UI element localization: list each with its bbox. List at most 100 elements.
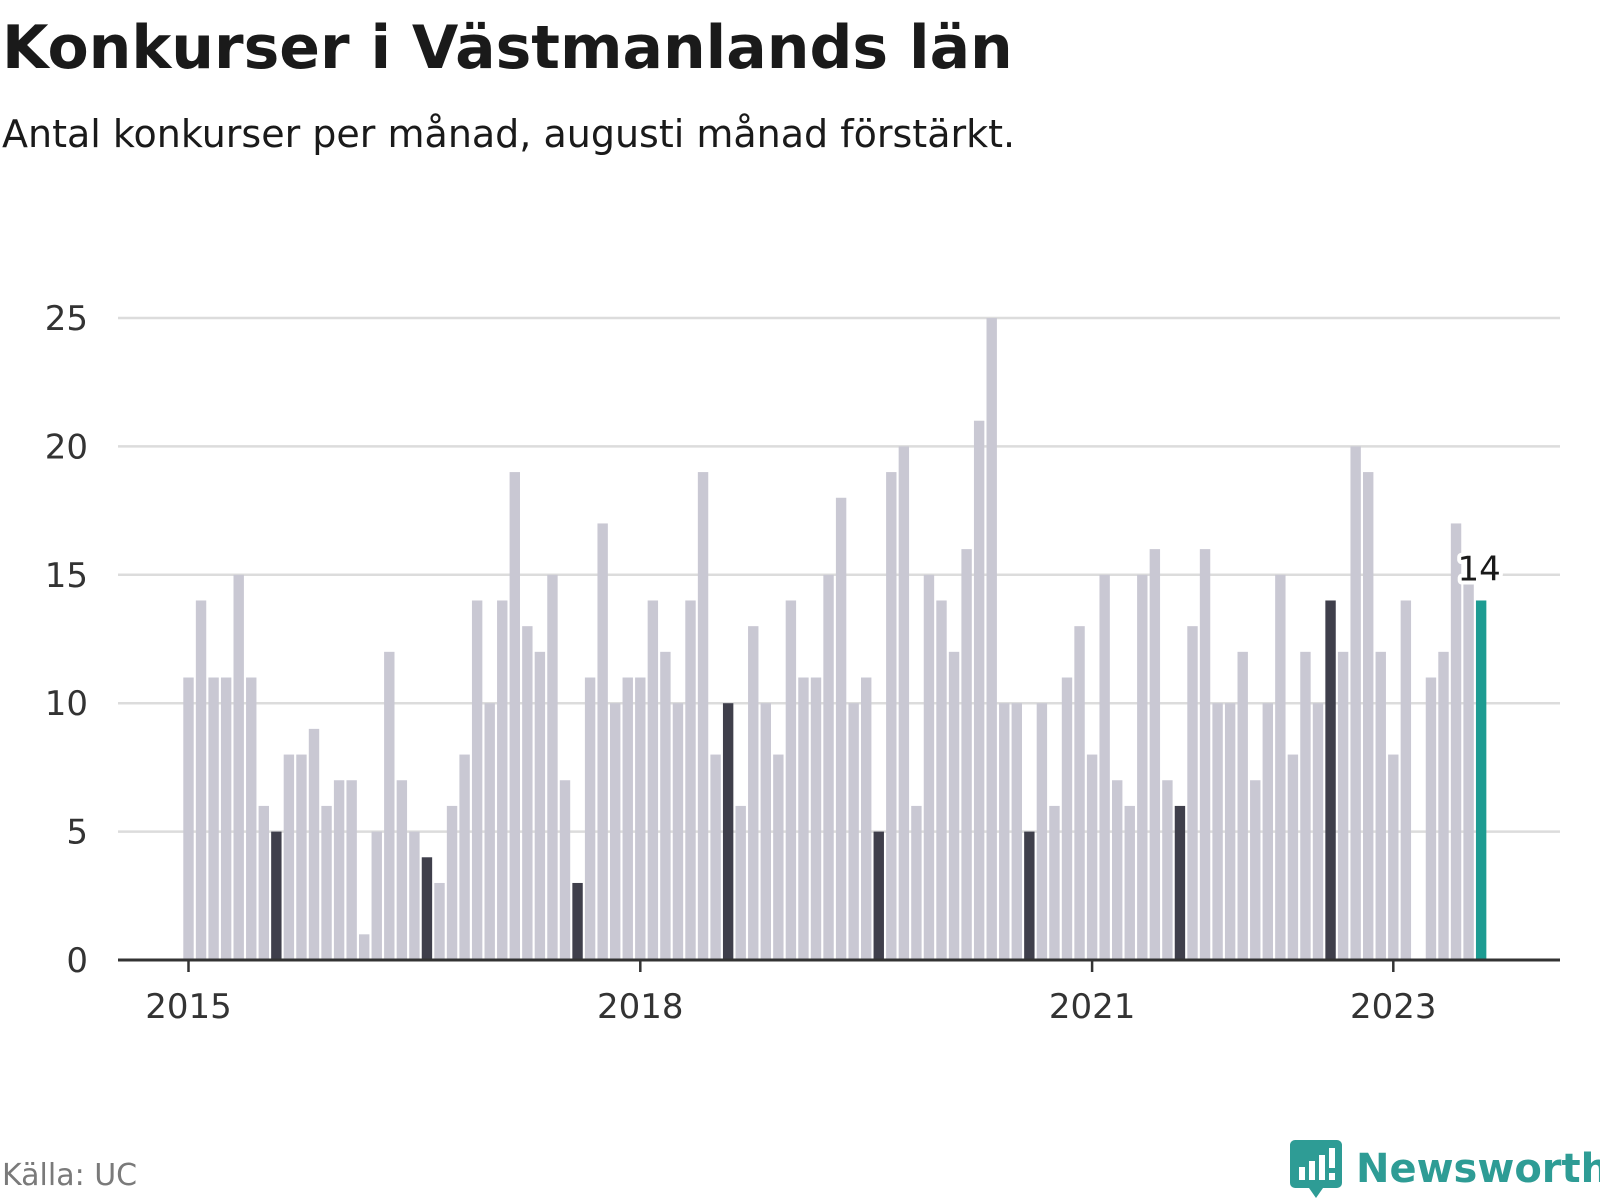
bar bbox=[396, 780, 408, 960]
x-tick-label: 2015 bbox=[145, 987, 232, 1027]
bar bbox=[1149, 549, 1161, 960]
bar bbox=[923, 574, 935, 960]
bar bbox=[1425, 677, 1437, 960]
bar bbox=[321, 805, 332, 960]
bar bbox=[1061, 677, 1073, 960]
bar bbox=[1262, 703, 1273, 960]
bar bbox=[710, 754, 721, 960]
x-axis-ticks: 2015 2018 2021 2023 bbox=[145, 960, 1437, 1027]
bar bbox=[1438, 651, 1449, 960]
bar bbox=[271, 831, 282, 960]
bar bbox=[446, 805, 458, 960]
bar bbox=[547, 574, 558, 960]
bar bbox=[773, 754, 784, 960]
bar bbox=[333, 780, 345, 960]
bar bbox=[534, 651, 546, 960]
bar bbox=[647, 600, 659, 960]
y-tick-label: 20 bbox=[45, 427, 88, 467]
bar bbox=[986, 318, 997, 960]
bar bbox=[1036, 703, 1048, 960]
bar bbox=[246, 677, 257, 960]
brand-logo: Newsworthy bbox=[1290, 1140, 1600, 1198]
bar bbox=[911, 805, 922, 960]
bar bbox=[861, 677, 872, 960]
bar bbox=[1275, 574, 1286, 960]
bar bbox=[823, 574, 834, 960]
bar bbox=[1199, 549, 1211, 960]
bar bbox=[584, 677, 596, 960]
bar bbox=[183, 677, 194, 960]
bar bbox=[1112, 780, 1123, 960]
bar bbox=[559, 780, 571, 960]
bar bbox=[471, 600, 483, 960]
bar bbox=[1011, 703, 1022, 960]
y-tick-label: 5 bbox=[66, 813, 88, 853]
bar bbox=[886, 472, 897, 960]
latest-value-label-halo: 14 bbox=[1458, 549, 1501, 589]
bar bbox=[973, 420, 985, 961]
y-axis-ticks: 0 5 10 15 20 25 bbox=[45, 299, 88, 981]
bar bbox=[735, 805, 746, 960]
bar bbox=[208, 677, 219, 960]
bar bbox=[509, 472, 520, 960]
bar bbox=[1287, 754, 1299, 960]
bar bbox=[660, 651, 671, 960]
bar bbox=[1300, 651, 1311, 960]
bar bbox=[785, 600, 797, 960]
brand-name: Newsworthy bbox=[1356, 1146, 1600, 1192]
bar bbox=[497, 600, 508, 960]
bar bbox=[1162, 780, 1173, 960]
bar bbox=[421, 857, 433, 960]
bar bbox=[961, 549, 972, 960]
bar bbox=[1388, 754, 1399, 960]
bar bbox=[685, 600, 696, 960]
bar bbox=[610, 703, 621, 960]
bar bbox=[484, 703, 495, 960]
bar bbox=[258, 805, 269, 960]
bar bbox=[672, 703, 684, 960]
bar bbox=[384, 651, 395, 960]
bar bbox=[220, 677, 232, 960]
bar bbox=[283, 754, 295, 960]
bar bbox=[346, 780, 357, 960]
bar bbox=[1450, 523, 1462, 960]
x-tick-label: 2018 bbox=[597, 987, 684, 1027]
bar bbox=[597, 523, 608, 960]
bar bbox=[748, 626, 759, 960]
latest-value-label: 14 bbox=[1458, 549, 1501, 589]
bar bbox=[1337, 651, 1349, 960]
y-tick-label: 15 bbox=[45, 556, 88, 596]
bar bbox=[873, 831, 884, 960]
bar bbox=[195, 600, 207, 960]
bar bbox=[1086, 754, 1098, 960]
bar bbox=[359, 934, 370, 960]
x-tick-label: 2021 bbox=[1049, 987, 1136, 1027]
bar bbox=[1475, 600, 1487, 960]
bar bbox=[948, 651, 960, 960]
bar bbox=[1237, 651, 1248, 960]
bar bbox=[1325, 600, 1336, 960]
bar bbox=[1124, 805, 1135, 960]
chart-title: Konkurser i Västmanlands län bbox=[2, 13, 1013, 83]
bar bbox=[810, 677, 822, 960]
bar bbox=[1375, 651, 1386, 960]
bar bbox=[409, 831, 420, 960]
bar bbox=[622, 677, 633, 960]
bar bbox=[835, 497, 847, 960]
bar bbox=[1187, 626, 1198, 960]
bar bbox=[697, 472, 709, 960]
bar bbox=[459, 754, 470, 960]
bar bbox=[522, 626, 533, 960]
bar bbox=[1174, 805, 1186, 960]
bar bbox=[572, 882, 583, 960]
bar bbox=[635, 677, 646, 960]
bar bbox=[371, 831, 382, 960]
bar bbox=[1137, 574, 1148, 960]
bar bbox=[1212, 703, 1223, 960]
bar bbox=[898, 446, 910, 960]
bar bbox=[1049, 805, 1060, 960]
bar bbox=[1074, 626, 1085, 960]
bar bbox=[1224, 703, 1236, 960]
